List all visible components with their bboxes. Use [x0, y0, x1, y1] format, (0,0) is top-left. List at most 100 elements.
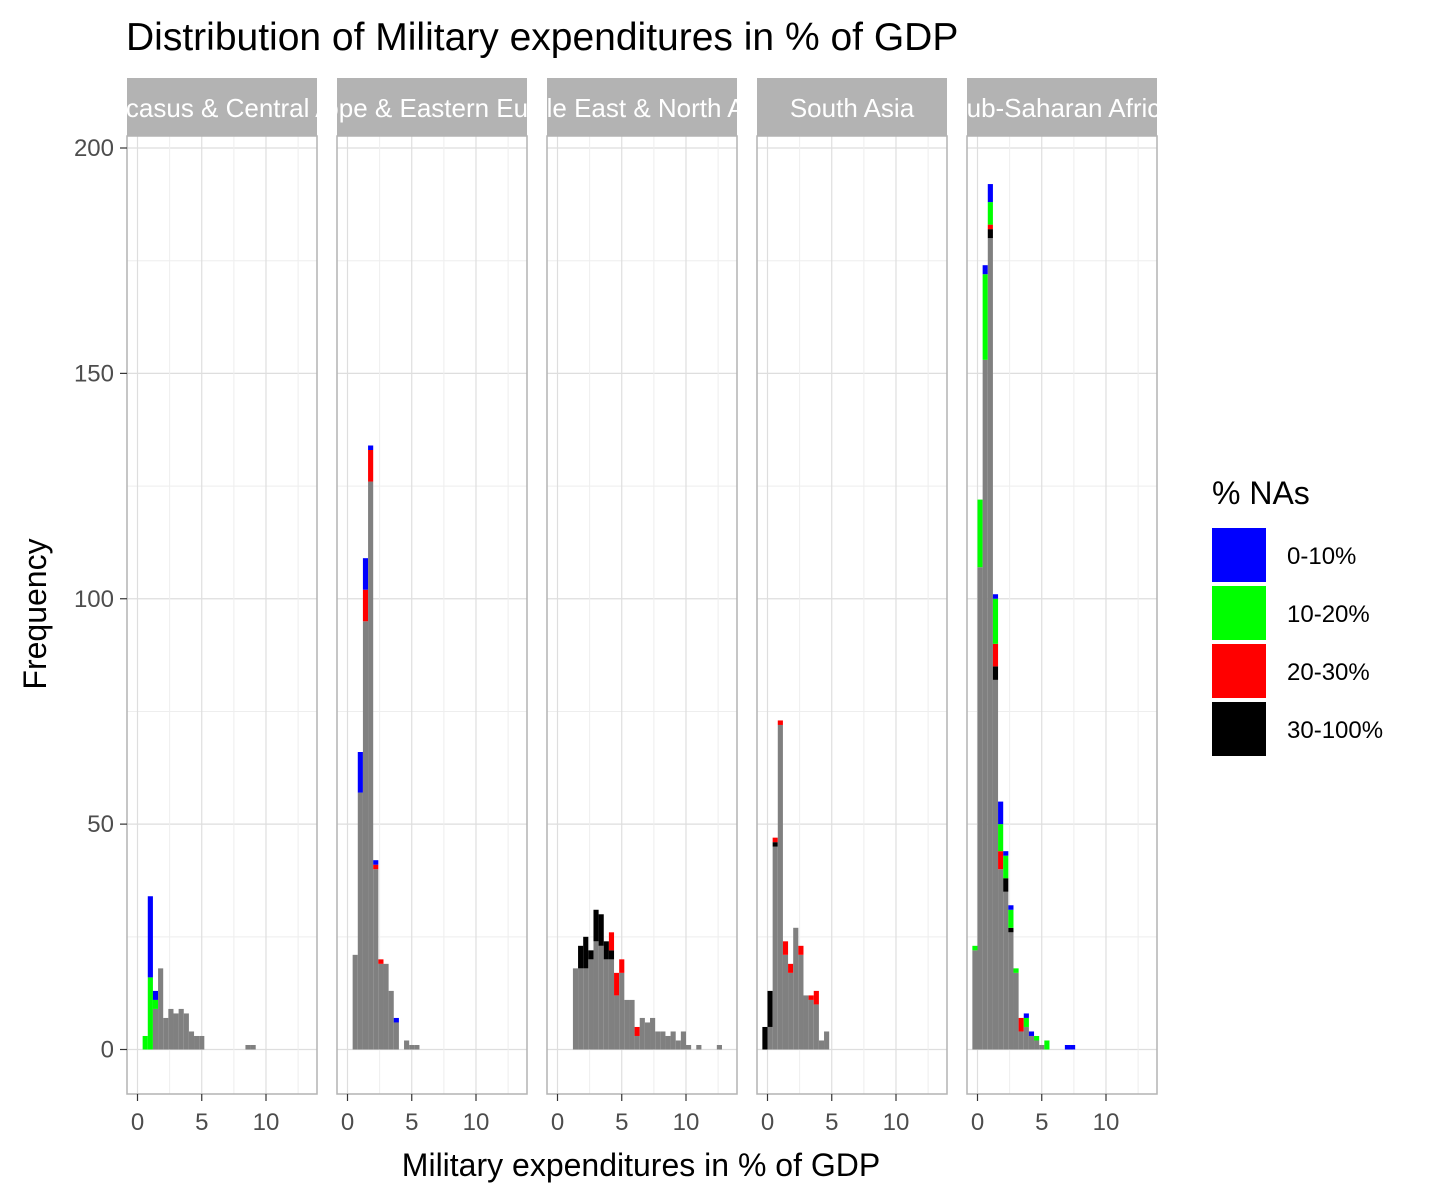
histogram-bar: [680, 1031, 686, 1050]
histogram-bar: [772, 842, 778, 847]
x-tick-label: 5: [405, 1109, 418, 1136]
histogram-bar: [362, 558, 369, 590]
histogram-bar: [686, 1044, 692, 1050]
facet-strip-label: Europe & Eastern Europe: [284, 93, 580, 123]
histogram-bar: [665, 1035, 671, 1050]
histogram-bar: [158, 968, 164, 1050]
x-tick-label: 10: [463, 1109, 490, 1136]
histogram-bar: [1023, 1017, 1029, 1027]
histogram-bar: [404, 1040, 410, 1050]
y-axis-title: Frequency: [17, 538, 53, 689]
histogram-bar: [578, 968, 584, 1050]
y-tick-label: 100: [74, 586, 114, 613]
histogram-bar: [362, 589, 369, 622]
panel-border: [126, 135, 318, 1095]
y-tick-label: 50: [87, 811, 114, 838]
histogram-bar: [188, 1031, 195, 1050]
histogram-bar: [992, 594, 999, 599]
histogram-bar: [1003, 855, 1009, 879]
histogram-bar: [998, 801, 1004, 825]
histogram-bar: [675, 1040, 681, 1050]
y-tick-label: 150: [74, 360, 114, 387]
histogram-bar: [624, 999, 630, 1050]
facet-panel: Sub-Saharan Africa 0 5 10: [949, 78, 1175, 1136]
histogram-bar: [147, 977, 153, 1050]
histogram-bar: [1039, 1044, 1045, 1050]
histogram-bar: [777, 724, 783, 1050]
facet-panel: South Asia 0 5 10: [756, 78, 948, 1136]
facet-strip: [127, 78, 317, 136]
facet-panel: Europe & Eastern Europe 0 5 10: [284, 78, 580, 1136]
panel-border: [966, 135, 1158, 1095]
histogram-bar: [987, 224, 993, 230]
facet-panel: Caucasus & Central Asia 0 5 10: [126, 78, 318, 1136]
x-tick-label: 5: [825, 1109, 838, 1136]
histogram-bar: [593, 909, 599, 942]
chart-title: Distribution of Military expenditures in…: [126, 16, 958, 59]
histogram-bar: [588, 959, 594, 1050]
histogram-bar: [1023, 1013, 1029, 1018]
histogram-bar: [798, 945, 804, 955]
histogram-bar: [1023, 1026, 1029, 1050]
histogram-bar: [998, 824, 1004, 852]
histogram-bar: [368, 450, 374, 482]
legend-swatch: [1212, 528, 1266, 582]
legend: % NAs 0-10% 10-20% 20-30% 30-100%: [1212, 475, 1383, 756]
histogram-bar: [373, 864, 379, 870]
histogram-bar: [393, 1017, 399, 1023]
y-tick-label: 200: [74, 135, 114, 162]
histogram-bar: [1028, 1031, 1035, 1036]
histogram-bar: [614, 995, 620, 1050]
histogram-bar: [982, 274, 988, 360]
histogram-bar: [614, 972, 620, 996]
x-tick-label: 0: [131, 1109, 144, 1136]
legend-label: 10-20%: [1287, 601, 1370, 628]
panel-border: [756, 135, 948, 1095]
histogram-bar: [813, 990, 819, 1005]
histogram-bar: [1034, 1040, 1040, 1050]
histogram-bar: [767, 1026, 773, 1050]
histogram-bar: [655, 1031, 661, 1050]
histogram-bar: [608, 950, 615, 960]
histogram-bar: [388, 990, 394, 1050]
facet-strip-label: South Asia: [790, 93, 915, 123]
histogram-bar: [362, 621, 369, 1050]
histogram-bar: [393, 1022, 399, 1050]
facet-strip: [967, 78, 1157, 136]
histogram-bar: [598, 914, 604, 946]
histogram-bar: [142, 1035, 148, 1050]
histogram-bar: [588, 950, 594, 960]
histogram-bar: [644, 1022, 651, 1050]
histogram-bar: [152, 1008, 159, 1050]
histogram-bar: [818, 1040, 825, 1050]
histogram-bar: [992, 666, 999, 680]
histogram-bar: [163, 1017, 169, 1050]
histogram-bar: [378, 963, 384, 1050]
histogram-bar: [977, 499, 983, 568]
histogram-bar: [987, 238, 993, 1050]
histogram-bar: [409, 1044, 415, 1050]
x-tick-label: 5: [615, 1109, 628, 1136]
legend-title: % NAs: [1212, 475, 1310, 511]
histogram-bar: [194, 1035, 200, 1050]
histogram-bar: [660, 1031, 666, 1050]
histogram-bar: [972, 945, 978, 951]
histogram-bar: [368, 481, 374, 1050]
panel-border: [546, 135, 738, 1095]
histogram-bar: [168, 1008, 174, 1050]
histogram-bar: [808, 999, 814, 1050]
histogram-bar: [147, 896, 153, 978]
histogram-bar: [992, 598, 999, 644]
histogram-bar: [152, 990, 159, 1000]
histogram-bar: [1018, 1017, 1024, 1032]
legend-label: 20-30%: [1287, 659, 1370, 686]
histogram-bar: [578, 945, 584, 969]
y-tick-label: 0: [101, 1037, 114, 1064]
histogram-bar: [598, 945, 604, 1050]
facet-strip-label: Sub-Saharan Africa: [949, 93, 1175, 123]
histogram-bar: [639, 1017, 645, 1050]
histogram-bar: [767, 990, 773, 1027]
histogram-bar: [772, 837, 778, 843]
histogram-bar: [998, 869, 1004, 1050]
